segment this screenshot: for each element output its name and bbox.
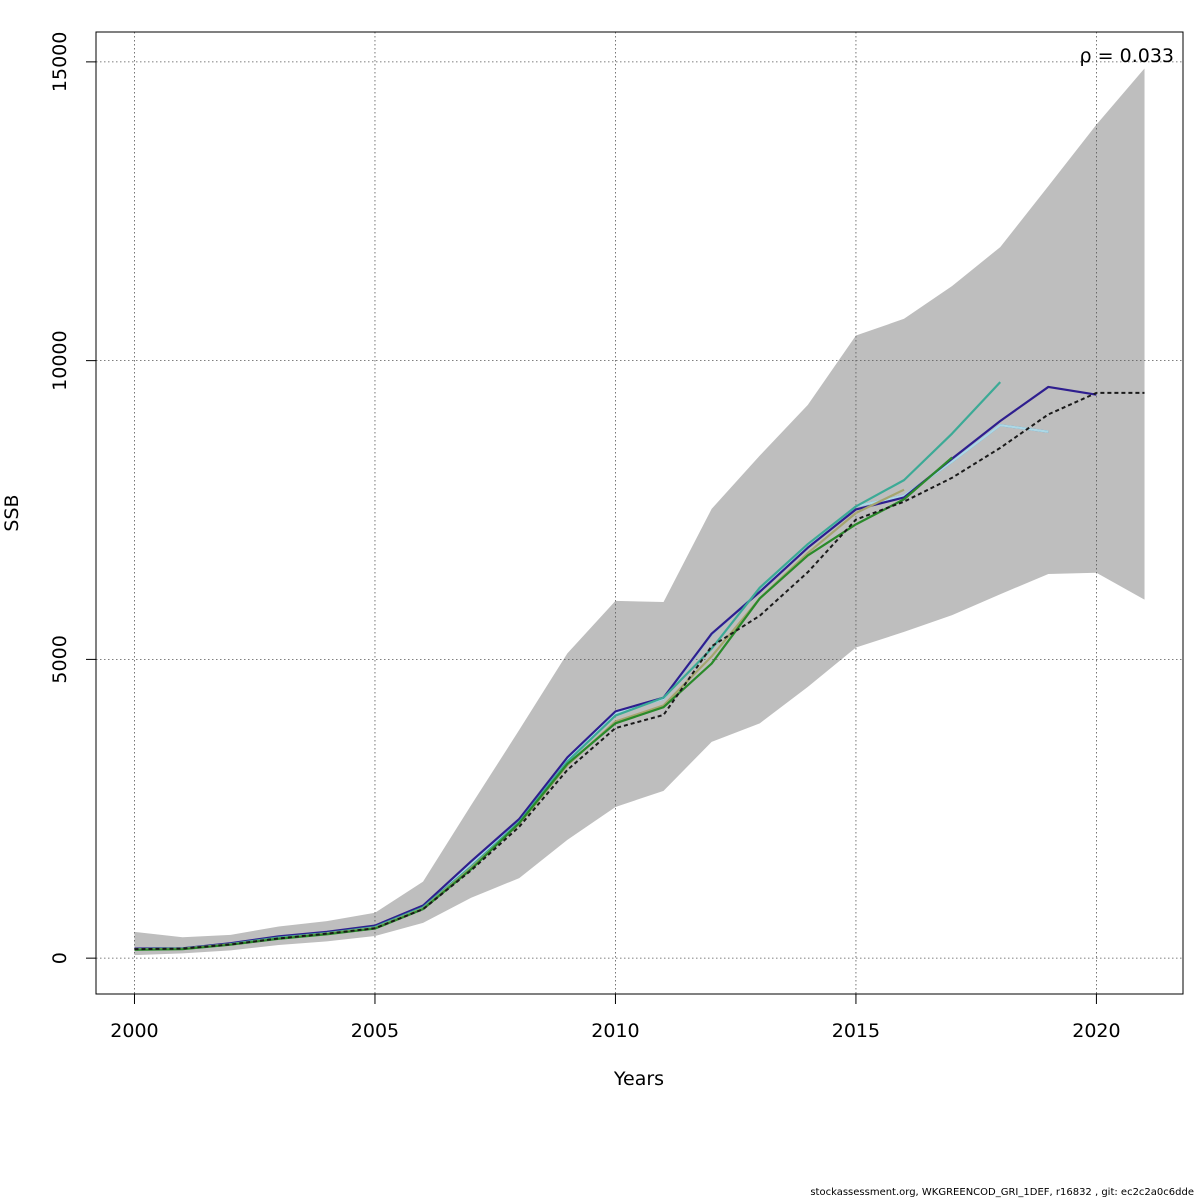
rho-annotation: ρ = 0.033 bbox=[1080, 45, 1174, 67]
y-axis-title: SSB bbox=[1, 494, 23, 531]
x-tick-label: 2015 bbox=[832, 1020, 880, 1042]
footer-note: stockassessment.org, WKGREENCOD_GRI_1DEF… bbox=[810, 1187, 1194, 1198]
plot-frame bbox=[95, 31, 1184, 995]
x-tick-label: 2020 bbox=[1072, 1020, 1120, 1042]
y-tick-label: 10000 bbox=[49, 330, 71, 390]
confidence-band bbox=[134, 68, 1145, 956]
x-tick-label: 2000 bbox=[110, 1020, 158, 1042]
y-tick-label: 5000 bbox=[49, 635, 71, 683]
series-line-7 bbox=[134, 391, 1145, 951]
x-axis-title: Years bbox=[613, 1068, 664, 1090]
y-tick-label: 0 bbox=[49, 952, 71, 964]
y-tick-label: 15000 bbox=[49, 32, 71, 92]
x-tick-label: 2010 bbox=[591, 1020, 639, 1042]
confidence-band-layer bbox=[134, 68, 1145, 956]
axes-layer: 2000 2005 2010 2015 2020 0 5000 10000 15000 bbox=[49, 32, 1121, 1042]
series-layer bbox=[134, 381, 1145, 951]
x-tick-label: 2005 bbox=[351, 1020, 399, 1042]
